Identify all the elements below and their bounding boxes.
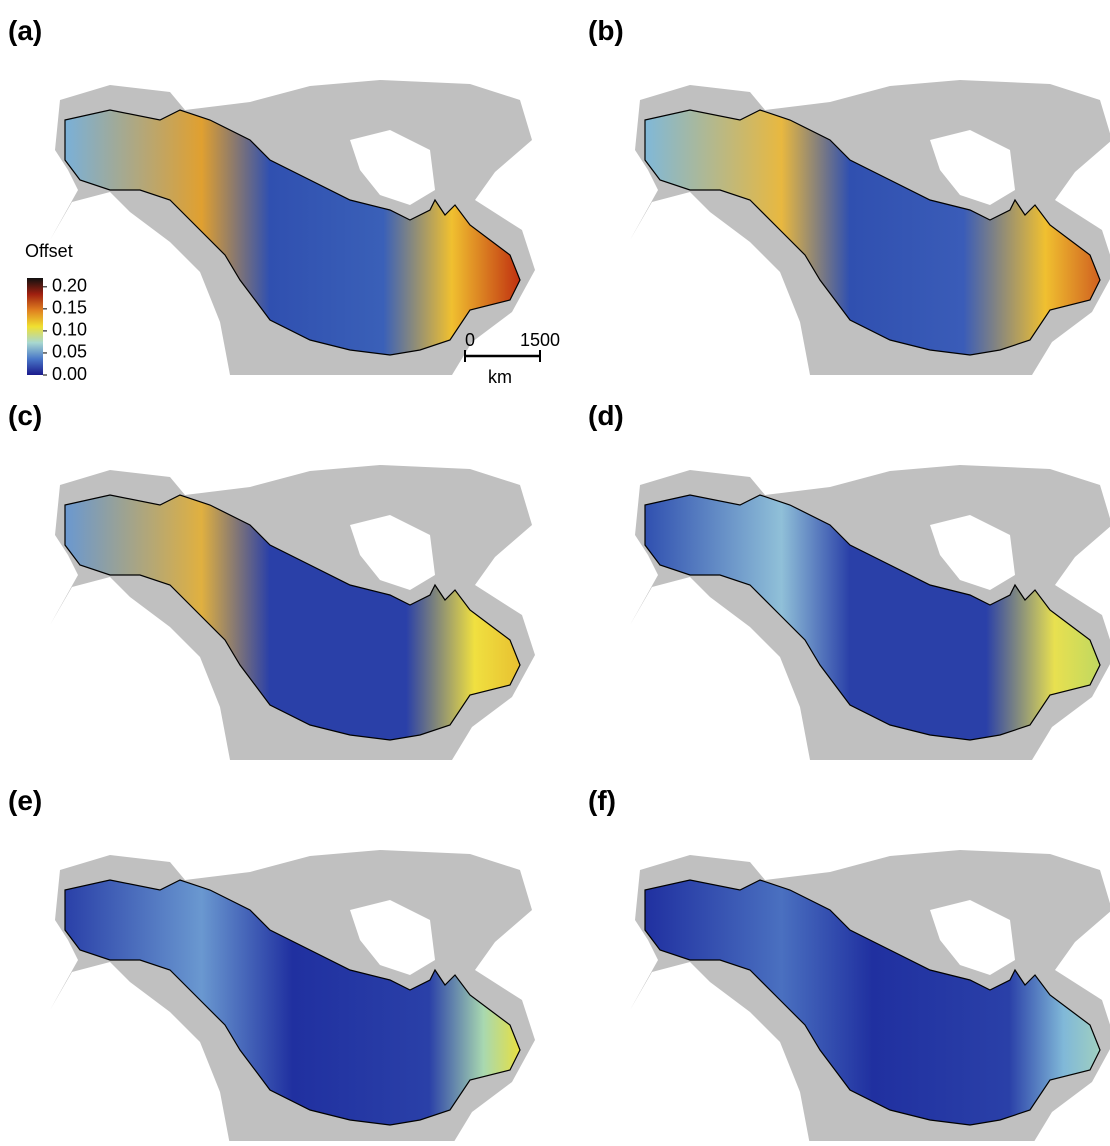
map bbox=[630, 465, 1110, 760]
legend-tick-label: 0.15 bbox=[52, 298, 87, 318]
legend-tick-label: 0.10 bbox=[52, 320, 87, 340]
legend-tick-label: 0.05 bbox=[52, 342, 87, 362]
map bbox=[50, 80, 535, 375]
map bbox=[50, 850, 535, 1145]
legend-tick-label: 0.20 bbox=[52, 276, 87, 296]
legend-title: Offset bbox=[25, 241, 73, 261]
panel-label: (e) bbox=[8, 785, 42, 816]
legend: Offset 0.200.150.100.050.00 bbox=[25, 241, 87, 384]
scale-tick-label: 0 bbox=[465, 330, 475, 350]
panel-label: (f) bbox=[588, 785, 616, 816]
map bbox=[630, 850, 1110, 1145]
panel-label: (b) bbox=[588, 15, 624, 46]
scale-tick-label: 1500 bbox=[520, 330, 560, 350]
legend-tick-label: 0.00 bbox=[52, 364, 87, 384]
scale-bar: km 0 1500 bbox=[464, 330, 560, 387]
panels: (a) (b) (c) (d) (e) (f) bbox=[8, 15, 1110, 1145]
colorbar bbox=[27, 278, 43, 375]
panel-label: (d) bbox=[588, 400, 624, 431]
scale-unit: km bbox=[488, 367, 512, 387]
map bbox=[630, 80, 1110, 375]
panel-label: (c) bbox=[8, 400, 42, 431]
map bbox=[50, 465, 535, 760]
panel-label: (a) bbox=[8, 15, 42, 46]
